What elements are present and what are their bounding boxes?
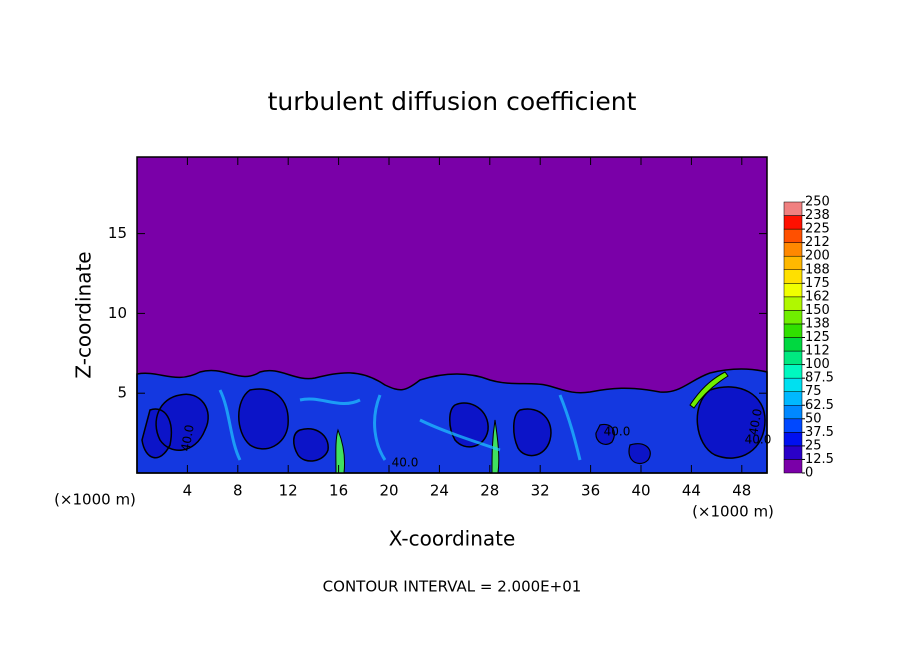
- field-region: [141, 393, 209, 459]
- contour-label: 40.0: [178, 424, 196, 453]
- colorbar-label: 225: [805, 222, 830, 237]
- colorbar-box: [783, 350, 803, 365]
- x-axis-label: X-coordinate: [389, 527, 516, 551]
- x-tick-label: 44: [682, 482, 701, 500]
- colorbar-label: 138: [805, 316, 830, 331]
- field: [136, 156, 768, 474]
- colorbar-label: 238: [805, 208, 830, 223]
- colorbar-box: [783, 269, 803, 284]
- x-tick-label: 40: [631, 482, 650, 500]
- colorbar-label: 87.5: [805, 371, 834, 386]
- colorbar-box: [783, 323, 803, 338]
- colorbar-box: [783, 459, 803, 474]
- colorbar-box: [783, 201, 803, 216]
- y-tick-label: 10: [108, 304, 127, 322]
- colorbar-box: [783, 405, 803, 420]
- x-tick-label: 20: [379, 482, 398, 500]
- colorbar-box: [783, 418, 803, 433]
- colorbar-label: 25: [805, 438, 822, 453]
- contour-label: 40.0: [392, 456, 419, 470]
- colorbar-label: 188: [805, 262, 830, 277]
- colorbar-box: [783, 255, 803, 271]
- colorbar-label: 75: [805, 384, 822, 399]
- field-region: [595, 423, 651, 465]
- contour-label: 40.0: [604, 425, 631, 439]
- colorbar-label: 0: [805, 466, 813, 481]
- colorbar-box: [783, 432, 803, 447]
- x-tick-label: 4: [183, 482, 193, 500]
- field-region: [696, 386, 766, 459]
- x-unit-label: (×1000 m): [54, 491, 136, 509]
- colorbar-label: 62.5: [805, 398, 834, 413]
- colorbar-label: 175: [805, 276, 830, 291]
- x-tick-label: 16: [329, 482, 348, 500]
- colorbar-box: [783, 283, 803, 298]
- colorbar-box: [783, 377, 803, 392]
- x-tick-label: 8: [233, 482, 243, 500]
- colorbar-label: 150: [805, 303, 830, 318]
- colorbar-label: 125: [805, 330, 830, 345]
- colorbar-label: 50: [805, 411, 822, 426]
- field-region: [689, 371, 729, 409]
- colorbar-box: [783, 242, 803, 257]
- colorbar-box: [783, 391, 803, 406]
- x-tick-label: 28: [480, 482, 499, 500]
- colorbar-label: 112: [805, 344, 830, 359]
- contour-label: 40.0: [746, 408, 764, 437]
- x-tick-label: 32: [531, 482, 550, 500]
- colorbar-label: 37.5: [805, 425, 834, 440]
- colorbar-box: [783, 296, 803, 311]
- colorbar-label: 212: [805, 235, 830, 250]
- field-region: [238, 388, 289, 450]
- colorbar-box: [783, 364, 803, 379]
- colorbar-label: 250: [805, 195, 830, 210]
- field-region: [513, 408, 552, 457]
- x-tick-label: 24: [430, 482, 449, 500]
- colorbar-box: [783, 445, 803, 460]
- y-tick-label: 5: [117, 384, 127, 402]
- y-axis-label: Z-coordinate: [72, 251, 96, 378]
- field-region: [293, 428, 329, 462]
- x-tick-label: 48: [732, 482, 751, 500]
- colorbar-box: [783, 215, 803, 230]
- plot-frame: [136, 156, 768, 474]
- colorbar-label: 12.5: [805, 452, 834, 467]
- colorbar-label: 200: [805, 249, 830, 264]
- colorbar-box: [783, 228, 803, 243]
- y-tick-label: 15: [108, 224, 127, 242]
- colorbar-label: 162: [805, 289, 830, 304]
- chart-title: turbulent diffusion coefficient: [268, 87, 637, 116]
- x-tick-label: 36: [581, 482, 600, 500]
- field-streak: [218, 389, 582, 461]
- colorbar-box: [783, 337, 803, 352]
- footer: CONTOUR INTERVAL = 2.000E+01: [323, 578, 582, 596]
- x-tick-label: 12: [279, 482, 298, 500]
- x-unit-label: (×1000 m): [692, 503, 774, 521]
- colorbar-label: 100: [805, 357, 830, 372]
- contour-label: 40.0: [745, 433, 772, 447]
- colorbar-box: [783, 310, 803, 325]
